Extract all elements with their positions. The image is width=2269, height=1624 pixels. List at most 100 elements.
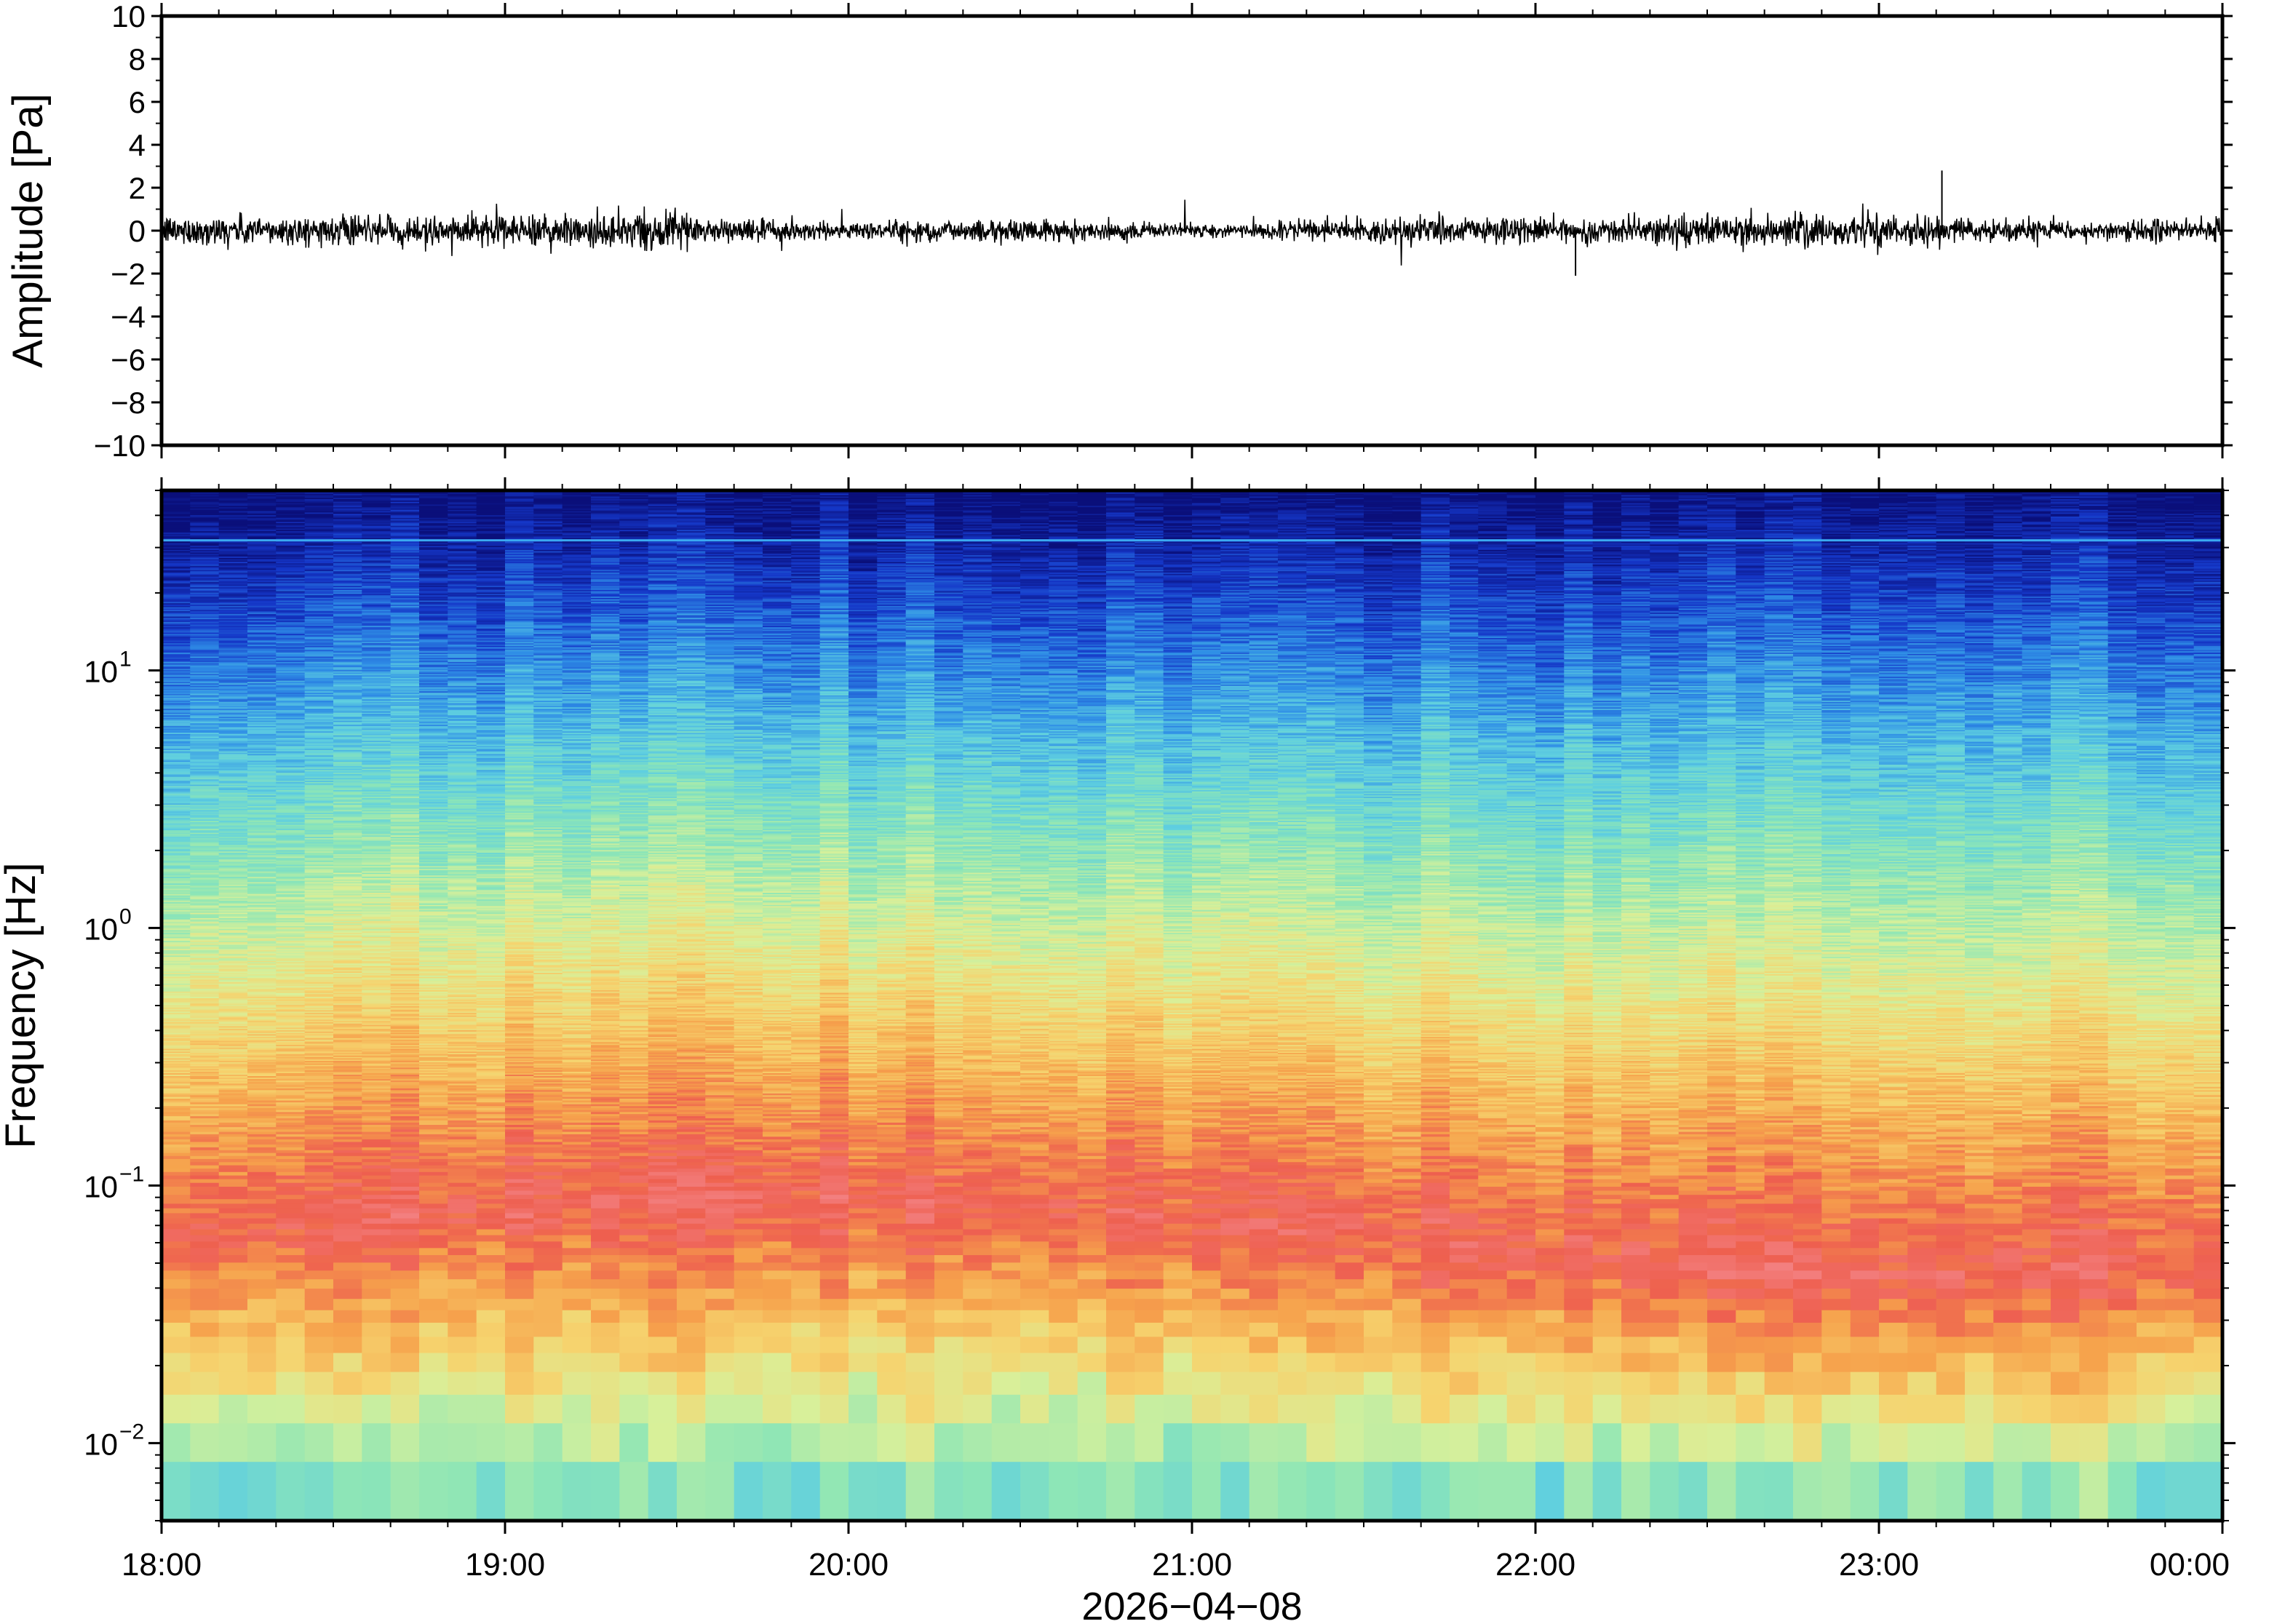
spectrogram-cell	[219, 1241, 248, 1248]
waveform-y-tick-label: −4	[111, 300, 146, 334]
spectrogram-cell	[190, 1171, 219, 1176]
spectrogram-cell	[247, 1337, 277, 1353]
spectrogram-cell	[276, 1322, 305, 1337]
spectrogram-cell	[162, 1353, 191, 1372]
spectrogram-cell	[162, 1186, 191, 1190]
spectrogram-cell	[219, 1171, 248, 1176]
spectrogram-cell	[219, 1298, 248, 1310]
spectrogram-cell	[162, 1235, 191, 1241]
spectrogram-cell	[305, 1153, 334, 1156]
spectrogram-cell	[190, 1353, 219, 1372]
spectrogram-cell	[276, 1337, 305, 1353]
spectrogram-cell	[247, 1175, 277, 1179]
spectrogram-cell	[247, 1190, 277, 1195]
spectrogram-cell	[247, 1278, 277, 1289]
spectrogram-cell	[190, 1298, 219, 1310]
spectrogram-cell	[247, 1208, 277, 1214]
spectrogram-cell	[190, 1288, 219, 1299]
spectrogram-cell	[305, 1229, 334, 1235]
spectrogram-cell	[162, 1213, 191, 1219]
spectrogram-cell	[190, 1194, 219, 1199]
spectrogram-cell	[162, 1208, 191, 1214]
spectrogram-cell	[305, 1372, 334, 1395]
spectrogram-cell	[219, 1248, 248, 1256]
waveform-y-tick-label: 10	[111, 0, 146, 33]
spectrogram-cell	[162, 1241, 191, 1248]
spectrogram-cell	[162, 1223, 191, 1230]
waveform-y-tick-labels: 1086420−2−4−6−8−10	[94, 0, 146, 463]
spectrogram-cell	[276, 1171, 305, 1176]
spectrogram-cell	[190, 1213, 219, 1219]
spectrogram-cell	[190, 1278, 219, 1289]
spectrogram-cell	[276, 1194, 305, 1199]
waveform-y-axis-title: Amplitude [Pa]	[4, 93, 52, 367]
spectrogram-cell	[190, 1322, 219, 1337]
spectrogram-cell	[219, 1372, 248, 1395]
spectrogram-column	[305, 490, 334, 1521]
spectrogram-cell	[219, 1422, 248, 1462]
spectrogram-cell	[247, 1198, 277, 1203]
spectrogram-cell	[305, 1241, 334, 1248]
spectrogram-cell	[305, 1278, 334, 1289]
spectrogram-cell	[276, 1353, 305, 1372]
spectrogram-cell	[276, 1394, 305, 1423]
spectrogram-cell	[276, 1182, 305, 1187]
spectrogram-cell	[276, 1310, 305, 1323]
spectrogram-cell	[162, 1248, 191, 1256]
spectrogram-cell	[247, 1182, 277, 1187]
spectrogram-cell	[305, 1218, 334, 1224]
spectrogram-cell	[190, 1203, 219, 1209]
spectrogram-cell	[247, 1310, 277, 1323]
spectrogram-cell	[247, 1223, 277, 1230]
spectrogram-cell	[247, 1179, 277, 1183]
spectrogram-cell	[219, 1190, 248, 1195]
spectrogram-cell	[162, 1182, 191, 1187]
spectrogram-cell	[247, 1186, 277, 1190]
spectrogram-column	[190, 490, 219, 1521]
spectrogram-cell	[305, 1394, 334, 1423]
spectrogram-cell	[276, 1179, 305, 1183]
spectrogram-cell	[276, 1213, 305, 1219]
spectrogram-cell	[190, 1241, 219, 1248]
spectrogram-cell	[305, 1213, 334, 1219]
spectrogram-cell	[190, 1208, 219, 1214]
spectrogram-cell	[190, 1254, 219, 1262]
spectrogram-cell	[305, 1203, 334, 1209]
spectrogram-cell	[190, 1186, 219, 1190]
spectrogram-cell	[162, 1168, 191, 1172]
spectrogram-cell	[305, 1182, 334, 1187]
spectrogram-cell	[305, 1461, 334, 1521]
spectrogram-column	[247, 490, 277, 1521]
spectrogram-cell	[219, 1198, 248, 1203]
spectrogram-image	[162, 490, 2223, 1521]
spectrogram-cell	[219, 1218, 248, 1224]
spectrogram-cell	[305, 1208, 334, 1214]
spectrogram-cell	[276, 1248, 305, 1256]
spectrogram-cell	[247, 1262, 277, 1271]
spectrogram-cell	[190, 1190, 219, 1195]
spectrogram-cell	[162, 1254, 191, 1262]
spectrogram-cell	[247, 1322, 277, 1337]
spectrogram-cell	[305, 1254, 334, 1262]
spectrogram-cell	[305, 1353, 334, 1372]
spectrogram-cell	[247, 1394, 277, 1423]
spectrogram-cell	[219, 1461, 248, 1521]
spectrogram-cell	[276, 1218, 305, 1224]
spectrogram-cell	[190, 1168, 219, 1172]
spectrogram-cell	[219, 1235, 248, 1241]
spectrogram-cell	[219, 1168, 248, 1172]
spectrogram-cell	[219, 1175, 248, 1179]
spectrogram-cell	[276, 1203, 305, 1209]
waveform-y-tick-label: −2	[111, 257, 146, 291]
spectrogram-cell	[305, 1175, 334, 1179]
spectrogram-column	[162, 490, 191, 1521]
spectrogram-cell	[247, 1372, 277, 1395]
spectrogram-column	[276, 490, 305, 1521]
spectrogram-cell	[305, 1198, 334, 1203]
spectrogram-cell	[219, 1223, 248, 1230]
spectrogram-cell	[247, 1270, 277, 1280]
spectrogram-cell	[219, 1203, 248, 1209]
spectrogram-cell	[305, 1322, 334, 1337]
